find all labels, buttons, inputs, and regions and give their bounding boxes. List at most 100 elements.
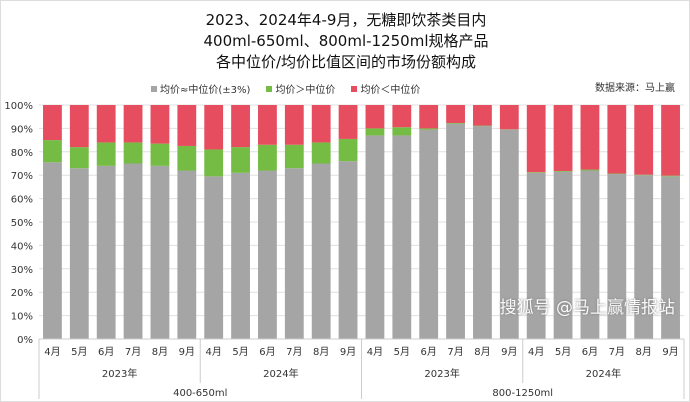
chart-title-line-1: 2023、2024年4-9月，无糖即饮茶类目内 <box>205 11 487 29</box>
x-tick-label: 4月 <box>528 346 544 358</box>
bar-segment-equal <box>96 165 116 339</box>
bar-segment-greater <box>204 149 224 177</box>
bar-segment-equal <box>258 170 277 339</box>
bar-segment-greater <box>338 138 358 162</box>
x-tick-label: 4月 <box>44 346 60 358</box>
bar-segment-less <box>338 105 358 139</box>
bar-segment-less <box>311 105 331 143</box>
x-tick-label: 7月 <box>447 346 463 358</box>
y-tick-label: 70% <box>11 171 33 182</box>
bar-segment-less <box>69 105 89 148</box>
bar-segment-equal <box>392 135 412 339</box>
watermark: 搜狐号 @马上赢情报站 <box>499 298 675 318</box>
y-tick-label: 80% <box>11 148 33 159</box>
bar-segment-equal <box>177 170 197 339</box>
bar-segment-equal <box>473 126 492 339</box>
legend-item-less: 均价＜中位价 <box>351 81 420 96</box>
x-tick-label: 5月 <box>555 346 571 358</box>
legend-label: 均价＞中位价 <box>275 85 336 96</box>
bar-segment-equal <box>553 171 573 339</box>
x-tick-label: 7月 <box>125 346 141 358</box>
bar-segment-less <box>231 105 250 148</box>
x-tick-label: 8月 <box>474 346 490 358</box>
bar-segment-equal <box>204 176 224 339</box>
x-tick-label: 6月 <box>259 346 275 358</box>
bar-segment-greater <box>258 144 277 171</box>
data-source: 数据来源：马上赢 <box>595 83 675 94</box>
bar-segment-less <box>258 105 277 145</box>
bar-segment-greater <box>284 144 304 169</box>
bar-segment-equal <box>661 176 680 339</box>
bar-segment-greater <box>580 169 600 171</box>
y-tick-label: 40% <box>11 241 33 252</box>
bar-segment-greater <box>661 175 680 177</box>
legend-swatch <box>351 85 358 92</box>
bar-segment-greater <box>446 123 465 124</box>
bar-segment-greater <box>419 128 439 130</box>
bar-segment-greater <box>526 172 546 173</box>
legend-item-equal: 均价≈中位价(±3%) <box>151 81 250 96</box>
year-group-label: 2024年 <box>586 367 621 380</box>
x-tick-label: 6月 <box>98 346 114 358</box>
bar-segment-less <box>553 105 573 171</box>
bar-segment-greater <box>150 143 170 166</box>
bar-segment-equal <box>419 129 439 339</box>
legend-label: 均价＜中位价 <box>360 85 421 96</box>
bar-segment-less <box>177 105 197 146</box>
x-tick-label: 5月 <box>71 346 87 358</box>
bar-segment-equal <box>607 174 627 339</box>
bar-segment-equal <box>338 161 358 339</box>
bar-segment-equal <box>526 172 546 339</box>
bar-segment-less <box>526 105 546 173</box>
legend-label: 均价≈中位价(±3%) <box>160 85 251 96</box>
bar-segment-less <box>473 105 492 126</box>
x-tick-label: 4月 <box>367 346 383 358</box>
y-tick-label: 0% <box>17 335 33 346</box>
chart-title-line-2: 400ml-650ml、800ml-1250ml规格产品 <box>203 32 489 50</box>
bar-segment-greater <box>96 142 116 166</box>
x-tick-label: 5月 <box>232 346 248 358</box>
bar-segment-equal <box>284 168 304 339</box>
bar-segment-greater <box>177 145 197 171</box>
bar-segment-less <box>499 105 519 130</box>
chart-title-line-3: 各中位价/均价比值区间的市场份额构成 <box>215 53 477 71</box>
x-tick-label: 6月 <box>421 346 437 358</box>
bar-segment-greater <box>123 142 143 164</box>
x-tick-label: 8月 <box>313 346 329 358</box>
y-tick-label: 20% <box>11 288 33 299</box>
bar-segment-less <box>661 105 680 176</box>
bar-segment-less <box>96 105 116 143</box>
bar-segment-less <box>365 105 385 129</box>
bar-segment-equal <box>499 129 519 339</box>
bar-segment-less <box>446 105 465 124</box>
bar-segment-equal <box>43 162 62 339</box>
legend-swatch <box>151 85 157 92</box>
x-tick-label: 9月 <box>340 346 356 358</box>
bar-segment-greater <box>365 128 385 136</box>
size-group-label: 800-1250ml <box>492 388 553 399</box>
bar-segment-greater <box>553 170 573 172</box>
size-group-label: 400-650ml <box>173 388 227 399</box>
y-tick-label: 10% <box>11 312 33 323</box>
bar-segment-equal <box>446 123 465 339</box>
bar-segment-equal <box>580 170 600 339</box>
x-tick-label: 7月 <box>286 346 302 358</box>
year-group-label: 2023年 <box>102 367 137 380</box>
bar-segment-equal <box>150 165 170 339</box>
bar-segment-less <box>419 105 439 129</box>
bar-segment-less <box>123 105 143 143</box>
x-tick-label: 9月 <box>662 346 678 358</box>
bar-segment-less <box>204 105 224 150</box>
legend-swatch <box>266 85 273 92</box>
bar-segment-equal <box>365 135 385 339</box>
bar-segment-less <box>284 105 304 145</box>
year-group-label: 2024年 <box>263 367 298 380</box>
x-tick-label: 9月 <box>501 346 517 358</box>
bar-segment-greater <box>231 147 250 173</box>
bar-segment-greater <box>69 147 89 169</box>
year-group-label: 2023年 <box>424 367 459 380</box>
x-tick-label: 8月 <box>152 346 168 358</box>
y-tick-label: 50% <box>11 218 33 229</box>
